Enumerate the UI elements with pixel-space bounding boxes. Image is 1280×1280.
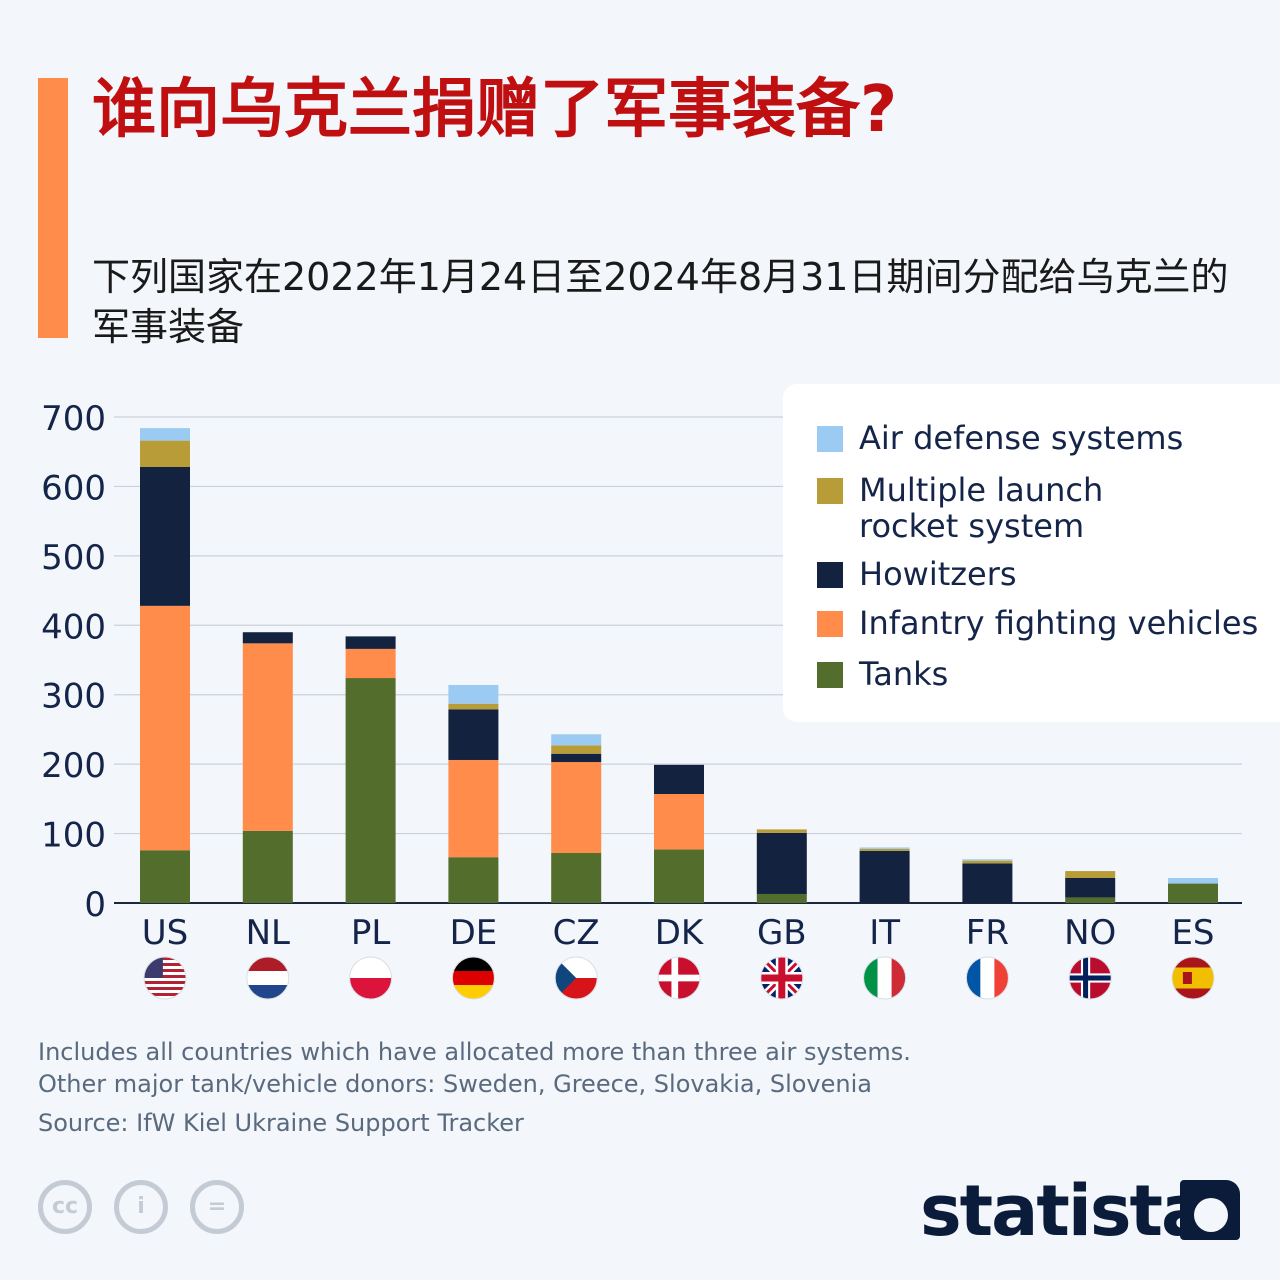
flag-it-icon bbox=[863, 956, 907, 1000]
y-tick-label: 0 bbox=[84, 885, 106, 925]
x-tick-label: GB bbox=[757, 913, 807, 953]
y-tick-label: 400 bbox=[41, 607, 106, 647]
bar-segment bbox=[756, 829, 807, 833]
x-tick-label: DK bbox=[655, 913, 705, 953]
bar-segment bbox=[962, 863, 1013, 903]
bar-segment bbox=[345, 636, 396, 649]
x-tick-label: ES bbox=[1171, 913, 1214, 953]
bar-segment bbox=[756, 893, 807, 903]
attribution-icon[interactable]: i bbox=[114, 1180, 168, 1234]
y-tick-label: 700 bbox=[41, 399, 106, 439]
legend-swatch bbox=[817, 478, 843, 504]
legend-swatch bbox=[817, 562, 843, 588]
x-tick-label: NL bbox=[246, 913, 290, 953]
stacked-bar-chart: 0 100 200 300 400 500 600 700 US NL PL DE CZ DK GB IT FR… bbox=[41, 399, 1242, 1000]
bar-segment bbox=[448, 703, 499, 710]
bar-segment bbox=[345, 678, 396, 903]
y-tick-label: 300 bbox=[41, 677, 106, 717]
bar-segment bbox=[448, 759, 499, 858]
bar-segment bbox=[551, 762, 602, 854]
chart-legend: Air defense systems Multiple launch rock… bbox=[783, 384, 1280, 722]
bar-segment bbox=[859, 848, 910, 851]
x-tick-label: DE bbox=[450, 913, 498, 953]
bar-segment bbox=[345, 648, 396, 679]
x-tick-label: PL bbox=[351, 913, 391, 953]
bar-segment bbox=[140, 605, 190, 851]
statista-logo-mark-icon bbox=[1180, 1180, 1240, 1240]
bar-segment bbox=[448, 857, 499, 903]
bar-segment bbox=[962, 860, 1013, 864]
flag-pl-icon bbox=[349, 956, 393, 1000]
legend-label: Multiple launch rocket system bbox=[859, 471, 1104, 545]
flag-fr-icon bbox=[965, 956, 1009, 1000]
bar-segment bbox=[140, 428, 190, 441]
flag-cz-icon bbox=[554, 956, 598, 1000]
bar-segment bbox=[140, 850, 190, 903]
footnote-1: Includes all countries which have alloca… bbox=[38, 1038, 911, 1066]
chart-subtitle: 下列国家在2022年1月24日至2024年8月31日期间分配给乌克兰的军事装备 bbox=[92, 255, 1229, 349]
bar-segment bbox=[140, 466, 190, 606]
bar-segment bbox=[448, 709, 499, 760]
bar-segment bbox=[1168, 878, 1218, 884]
bar-segment bbox=[551, 734, 602, 746]
accent-bar bbox=[38, 78, 68, 338]
flag-es-icon bbox=[1171, 956, 1215, 1000]
flag-de-icon bbox=[451, 956, 495, 1000]
bar-segment bbox=[242, 632, 293, 644]
legend-label: Tanks bbox=[859, 655, 949, 693]
bar-segment bbox=[654, 764, 704, 794]
y-tick-label: 200 bbox=[41, 746, 106, 786]
cc-icon[interactable]: cc bbox=[38, 1180, 92, 1234]
bar-segment bbox=[551, 745, 602, 754]
flag-us-icon bbox=[143, 956, 187, 1000]
flag-dk-icon bbox=[657, 956, 701, 1000]
y-tick-label: 600 bbox=[41, 468, 106, 508]
legend-label: Howitzers bbox=[859, 555, 1017, 593]
x-tick-label: FR bbox=[966, 913, 1009, 953]
bar-segment bbox=[140, 440, 190, 467]
y-tick-label: 500 bbox=[41, 538, 106, 578]
footnote-2: Other major tank/vehicle donors: Sweden,… bbox=[38, 1070, 872, 1098]
bar-segment bbox=[242, 643, 293, 831]
bar-segment bbox=[1065, 878, 1116, 898]
legend-swatch bbox=[817, 662, 843, 688]
legend-label: Air defense systems bbox=[859, 419, 1184, 457]
bar-segment bbox=[859, 847, 910, 849]
bar-segment bbox=[242, 830, 293, 903]
bar-segment bbox=[654, 793, 704, 850]
bar-segment bbox=[654, 849, 704, 903]
bar-segment bbox=[1065, 871, 1116, 879]
footnotes: Includes all countries which have alloca… bbox=[38, 1036, 911, 1100]
y-tick-label: 100 bbox=[41, 816, 106, 856]
flag-nl-icon bbox=[246, 956, 290, 1000]
flag-no-icon bbox=[1068, 956, 1112, 1000]
chart-title: 谁向乌克兰捐赠了军事装备? bbox=[92, 73, 898, 147]
bar-segment bbox=[859, 850, 910, 903]
legend-swatch bbox=[817, 611, 843, 637]
legend-swatch bbox=[817, 426, 843, 452]
bar-segment bbox=[448, 684, 499, 704]
bar-segment bbox=[551, 853, 602, 903]
source-note: Source: IfW Kiel Ukraine Support Tracker bbox=[38, 1109, 524, 1137]
bar-segment bbox=[1168, 883, 1218, 903]
statista-logo[interactable]: statista bbox=[920, 1170, 1208, 1252]
bar-segment bbox=[1065, 897, 1116, 903]
flag-gb-icon bbox=[760, 956, 804, 1000]
bar-segment bbox=[962, 859, 1013, 861]
x-tick-label: US bbox=[142, 913, 188, 953]
x-tick-label: NO bbox=[1064, 913, 1116, 953]
no-derivatives-icon[interactable]: = bbox=[190, 1180, 244, 1234]
bar-segment bbox=[551, 753, 602, 763]
x-tick-label: CZ bbox=[553, 913, 600, 953]
legend-label: Infantry fighting vehicles bbox=[859, 604, 1259, 642]
bar-segment bbox=[756, 832, 807, 894]
x-tick-label: IT bbox=[869, 913, 900, 953]
